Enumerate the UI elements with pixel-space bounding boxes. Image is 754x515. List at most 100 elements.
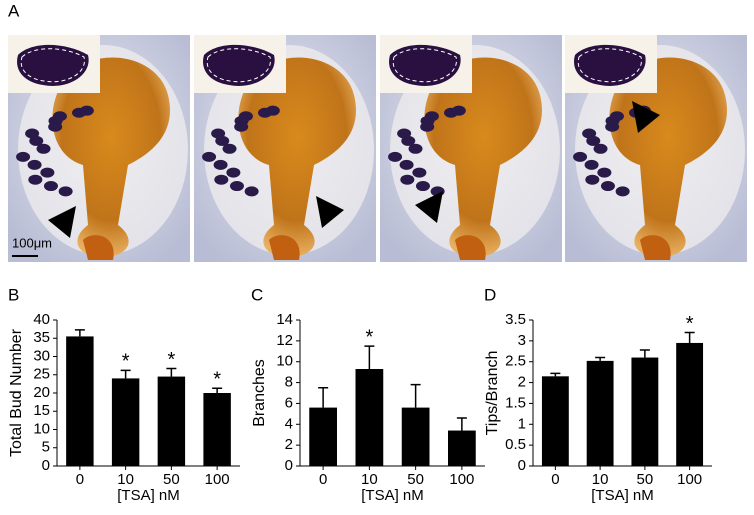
error-bar <box>166 367 177 377</box>
bar <box>401 407 430 466</box>
y-tick-label: 1.5 <box>505 394 526 411</box>
arrowhead <box>415 191 443 223</box>
y-axis-title: Branches <box>251 359 268 427</box>
bud <box>222 143 237 154</box>
significance: * <box>365 326 373 348</box>
y-tick-label: 0 <box>518 457 526 474</box>
significance: * <box>122 351 130 373</box>
bud <box>213 159 228 170</box>
y-tick-label: 10 <box>33 420 50 437</box>
panel-label: C <box>251 285 263 304</box>
photo <box>565 35 747 262</box>
x-axis-title: [TSA] nM <box>361 487 424 504</box>
inset-outline <box>206 48 271 83</box>
y-tick-label: 8 <box>285 374 293 391</box>
y-tick-label: 0 <box>42 457 50 474</box>
bud <box>79 105 94 116</box>
inset-blob <box>574 44 646 86</box>
bud <box>244 186 259 197</box>
error-bar <box>410 383 421 408</box>
x-axis-title: [TSA] nM <box>591 487 654 504</box>
significance: * <box>167 349 175 371</box>
bud <box>211 128 226 139</box>
photo <box>380 35 562 262</box>
tissue-lobe <box>455 235 486 260</box>
y-tick-label: 40 <box>33 311 50 328</box>
bud <box>43 181 58 192</box>
bud <box>388 151 403 162</box>
inset-outline <box>20 48 85 83</box>
error-bar <box>212 387 223 393</box>
bud <box>400 174 415 185</box>
bar <box>309 407 337 466</box>
arrowhead <box>632 101 660 133</box>
bud <box>226 167 241 178</box>
bar <box>66 336 94 466</box>
error-bar <box>120 369 131 379</box>
inset-outline <box>577 48 642 83</box>
bud <box>397 128 412 139</box>
y-tick-label: 0 <box>285 457 293 474</box>
bud <box>593 143 608 154</box>
error-bar <box>639 349 650 358</box>
x-tick-label: 100 <box>449 471 474 488</box>
x-tick-label: 10 <box>592 471 609 488</box>
bud <box>399 159 414 170</box>
bud <box>600 181 615 192</box>
bud <box>582 128 597 139</box>
bud <box>238 111 253 122</box>
x-tick-label: 50 <box>637 471 654 488</box>
bud <box>214 174 229 185</box>
bud <box>597 167 612 178</box>
bar <box>157 376 186 466</box>
y-tick-label: 1 <box>518 415 526 432</box>
x-tick-label: 10 <box>117 471 134 488</box>
bar <box>541 376 569 466</box>
bud <box>202 151 217 162</box>
x-tick-label: 10 <box>361 471 378 488</box>
bud <box>229 181 244 192</box>
significance: * <box>213 369 221 391</box>
y-tick-label: 30 <box>33 347 50 364</box>
panel-label: B <box>8 285 19 304</box>
y-tick-label: 3 <box>518 332 526 349</box>
y-tick-label: 35 <box>33 329 50 346</box>
bud <box>58 186 73 197</box>
x-tick-label: 50 <box>163 471 180 488</box>
tissue-lobe <box>269 235 300 260</box>
arrowhead <box>48 206 76 238</box>
x-tick-label: 0 <box>76 471 84 488</box>
y-axis-title: Total Bud Number <box>8 328 25 457</box>
bar <box>111 378 140 466</box>
photo <box>194 35 376 262</box>
y-tick-label: 5 <box>42 439 50 456</box>
y-axis-title: Tips/Branch <box>484 351 501 436</box>
error-bar <box>595 356 606 361</box>
bar <box>586 360 614 466</box>
x-tick-label: 0 <box>551 471 559 488</box>
bud <box>424 111 439 122</box>
y-tick-label: 0.5 <box>505 436 526 453</box>
significance: * <box>686 313 694 335</box>
error-bar <box>364 345 375 370</box>
y-tick-label: 10 <box>276 353 293 370</box>
panel-label: A <box>8 1 20 20</box>
error-bar <box>74 329 85 337</box>
x-tick-label: 100 <box>205 471 230 488</box>
y-tick-label: 3.5 <box>505 311 526 328</box>
x-axis-title: [TSA] nM <box>117 487 180 504</box>
panel-label: D <box>484 285 496 304</box>
y-tick-label: 6 <box>285 394 293 411</box>
y-tick-label: 15 <box>33 402 50 419</box>
y-tick-label: 2 <box>518 374 526 391</box>
bud <box>52 111 67 122</box>
bud <box>16 151 31 162</box>
bud <box>412 167 427 178</box>
bud <box>573 151 588 162</box>
bar <box>448 430 476 466</box>
bud <box>36 143 51 154</box>
inset-outline <box>392 48 457 83</box>
bud <box>25 128 40 139</box>
x-tick-label: 50 <box>407 471 424 488</box>
